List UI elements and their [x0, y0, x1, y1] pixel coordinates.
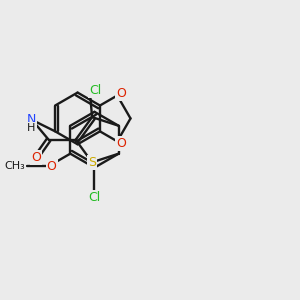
Text: O: O	[116, 136, 126, 150]
Text: H: H	[27, 122, 36, 133]
Text: O: O	[47, 160, 56, 173]
Text: O: O	[32, 151, 41, 164]
Text: Cl: Cl	[88, 191, 100, 204]
Text: CH₃: CH₃	[4, 161, 25, 171]
Text: O: O	[116, 87, 126, 100]
Text: N: N	[27, 112, 36, 125]
Text: S: S	[88, 156, 96, 169]
Text: Cl: Cl	[89, 84, 101, 97]
